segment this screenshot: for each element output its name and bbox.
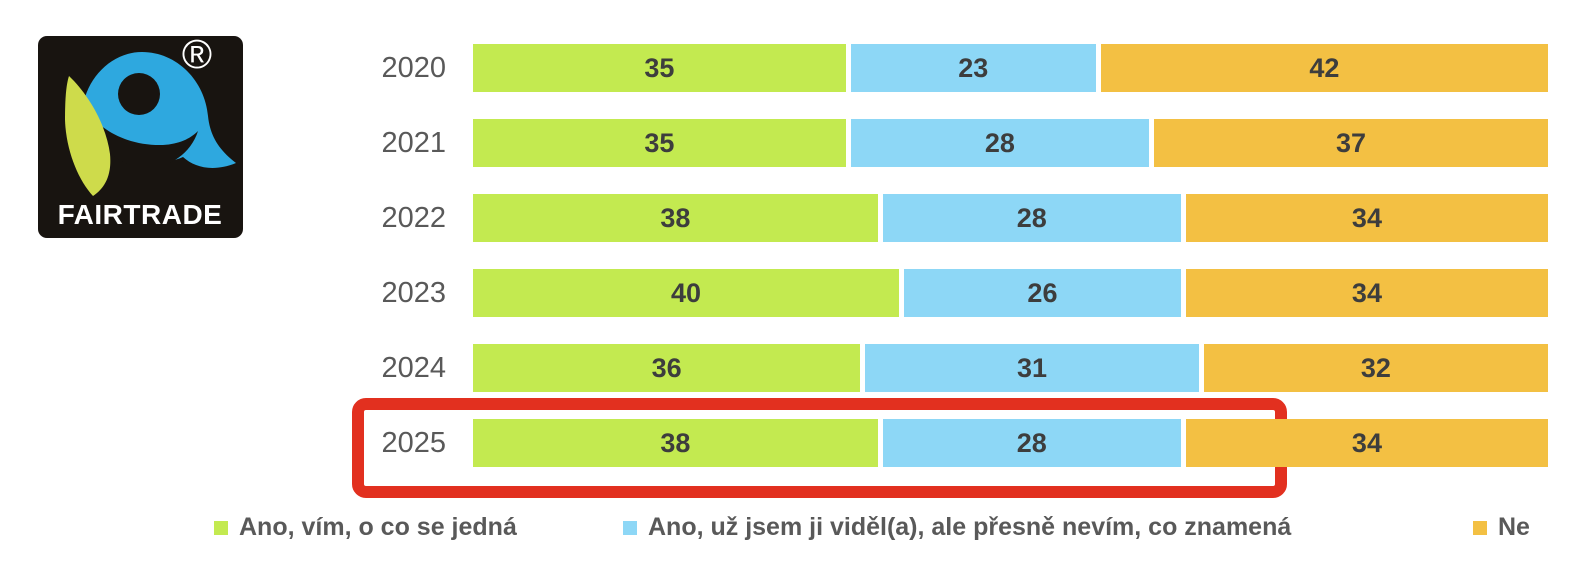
segment-value: 26 (1027, 277, 1058, 308)
segment-value: 34 (1351, 202, 1382, 233)
legend-swatch-orange (1473, 520, 1487, 535)
segment-value: 34 (1351, 427, 1382, 458)
bar-segment-seen-unsure: 31 (865, 344, 1199, 392)
legend-label: Ne (1498, 513, 1530, 541)
bar-segment-seen-unsure: 23 (850, 44, 1096, 92)
segment-value: 28 (1016, 202, 1047, 233)
bar-segment-yes-know: 36 (473, 344, 861, 392)
segment-value: 35 (644, 52, 675, 83)
segment-value: 42 (1309, 52, 1340, 83)
legend-swatch-blue (623, 520, 637, 535)
bar-segment-yes-know: 35 (473, 44, 846, 92)
fairtrade-logo: ® FAIRTRADE (38, 36, 243, 238)
registered-trademark-icon: ® (182, 36, 212, 77)
chart-row: 2021 35 28 37 (0, 119, 1548, 167)
year-label: 2021 (381, 127, 446, 159)
year-label: 2025 (381, 427, 446, 459)
bar-segment-no: 34 (1185, 269, 1548, 317)
segment-value: 38 (660, 202, 691, 233)
bar-segment-no: 34 (1185, 419, 1548, 467)
bar-segment-seen-unsure: 28 (850, 119, 1149, 167)
legend-label: Ano, vím, o co se jedná (239, 513, 517, 541)
bar-segment-yes-know: 40 (473, 269, 899, 317)
segment-value: 35 (644, 127, 675, 158)
segment-value: 28 (1016, 427, 1047, 458)
segment-value: 23 (958, 52, 989, 83)
legend-swatch-green (214, 520, 228, 535)
segment-value: 28 (984, 127, 1015, 158)
legend-item-seen-unsure: Ano, už jsem ji viděl(a), ale přesně nev… (623, 513, 1291, 542)
legend-item-yes-know: Ano, vím, o co se jedná (214, 513, 517, 542)
stacked-bar-chart: 2020 35 23 42 2021 35 28 37 2022 38 28 3… (0, 44, 1548, 494)
chart-row: 2020 35 23 42 (0, 44, 1548, 92)
bar-segment-seen-unsure: 28 (882, 194, 1181, 242)
logo-person-swoosh-cut (83, 106, 198, 168)
bar-2020: 35 23 42 (473, 44, 1548, 92)
segment-value: 31 (1016, 352, 1048, 383)
segment-value: 37 (1335, 127, 1366, 158)
logo-brand-text: FAIRTRADE (58, 199, 223, 230)
bar-2025: 38 28 34 (473, 419, 1548, 467)
chart-row: 2022 38 28 34 (0, 194, 1548, 242)
logo-person-head-dot (118, 73, 160, 115)
segment-value: 32 (1360, 352, 1391, 383)
bar-segment-yes-know: 38 (473, 419, 878, 467)
bar-segment-seen-unsure: 28 (882, 419, 1181, 467)
segment-value: 40 (670, 277, 702, 308)
chart-row-highlighted: 2025 38 28 34 (0, 419, 1548, 467)
bar-2024: 36 31 32 (473, 344, 1548, 392)
year-label: 2022 (381, 202, 446, 234)
segment-value: 34 (1351, 277, 1382, 308)
bar-2023: 40 26 34 (473, 269, 1548, 317)
year-label: 2024 (381, 352, 446, 384)
chart-row: 2024 36 31 32 (0, 344, 1548, 392)
bar-segment-no: 42 (1100, 44, 1548, 92)
bar-2022: 38 28 34 (473, 194, 1548, 242)
bar-segment-seen-unsure: 26 (904, 269, 1181, 317)
chart-row: 2023 40 26 34 (0, 269, 1548, 317)
bar-segment-no: 32 (1203, 344, 1548, 392)
bar-segment-no: 34 (1185, 194, 1548, 242)
bar-2021: 35 28 37 (473, 119, 1548, 167)
legend-label: Ano, už jsem ji viděl(a), ale přesně nev… (648, 513, 1292, 541)
legend-item-no: Ne (1473, 513, 1530, 542)
bar-segment-no: 37 (1153, 119, 1548, 167)
segment-value: 36 (651, 352, 682, 383)
logo-green-leaf-icon (65, 76, 111, 196)
year-label: 2020 (381, 52, 446, 84)
segment-value: 38 (660, 427, 691, 458)
bar-segment-yes-know: 35 (473, 119, 846, 167)
highlight-rectangle (352, 398, 1287, 498)
bar-segment-yes-know: 38 (473, 194, 878, 242)
chart-legend: Ano, vím, o co se jedná Ano, už jsem ji … (0, 513, 1584, 549)
year-label: 2023 (381, 277, 446, 309)
